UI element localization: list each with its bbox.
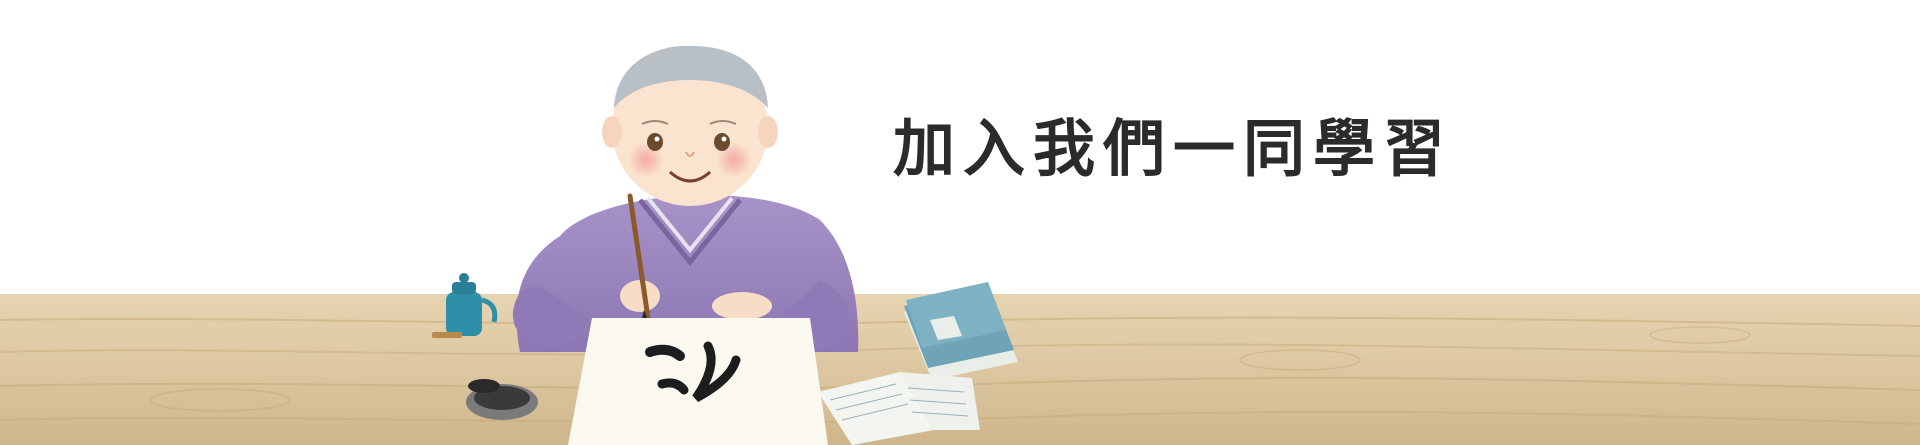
teapot [432,273,498,338]
open-book [818,372,980,445]
join-us-headline: 加入我們一同學習 [893,112,1454,185]
monk-figure [512,45,859,352]
calligraphy-paper [568,318,828,445]
stacked-books [904,282,1018,380]
ink-stone [466,379,538,420]
